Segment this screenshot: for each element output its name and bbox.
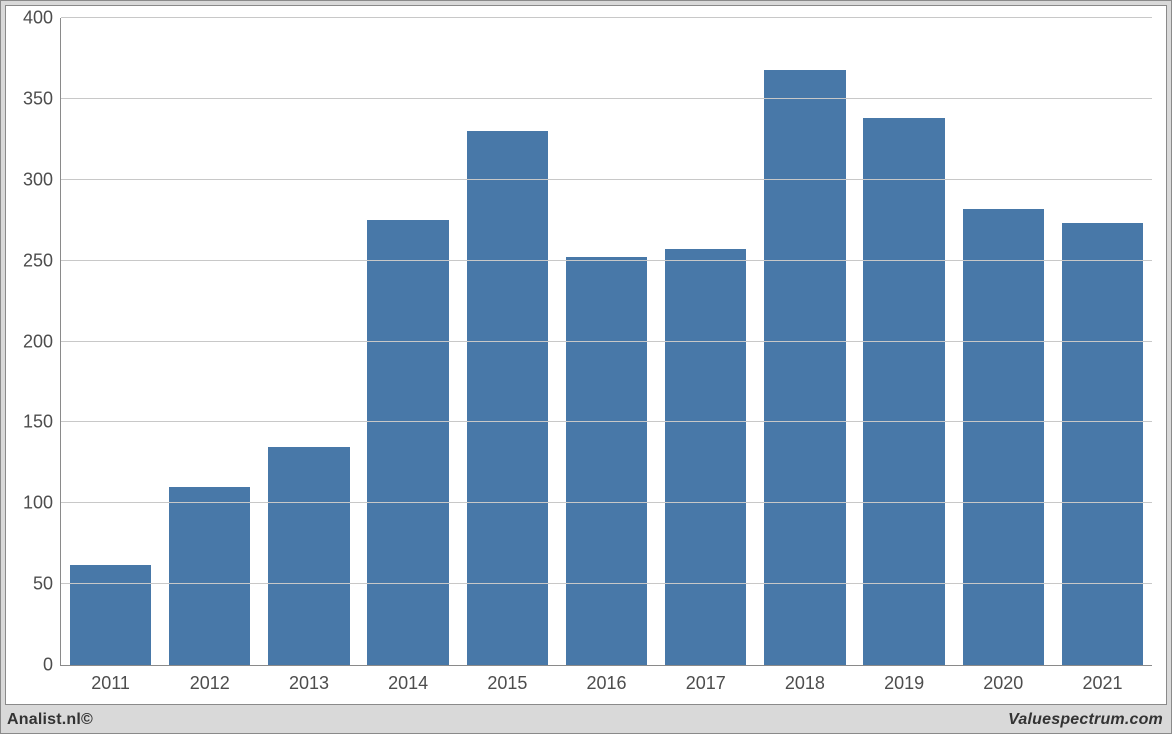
bar-slot: 2014 bbox=[359, 18, 458, 665]
gridline bbox=[61, 260, 1152, 261]
x-tick-label: 2014 bbox=[388, 665, 428, 694]
gridline bbox=[61, 341, 1152, 342]
gridline bbox=[61, 17, 1152, 18]
gridline bbox=[61, 98, 1152, 99]
bar bbox=[963, 209, 1044, 665]
bar bbox=[566, 257, 647, 665]
bar-slot: 2011 bbox=[61, 18, 160, 665]
gridline bbox=[61, 421, 1152, 422]
y-tick-label: 100 bbox=[23, 493, 61, 514]
footer-left-credit: Analist.nl© bbox=[7, 711, 93, 729]
bar-slot: 2013 bbox=[259, 18, 358, 665]
plot-area: 2011201220132014201520162017201820192020… bbox=[60, 18, 1152, 666]
footer-right-credit: Valuespectrum.com bbox=[1008, 711, 1163, 729]
bars-container: 2011201220132014201520162017201820192020… bbox=[61, 18, 1152, 665]
bar bbox=[367, 220, 448, 665]
x-tick-label: 2016 bbox=[587, 665, 627, 694]
y-tick-label: 200 bbox=[23, 331, 61, 352]
bar-slot: 2019 bbox=[855, 18, 954, 665]
bar-slot: 2012 bbox=[160, 18, 259, 665]
bar bbox=[70, 565, 151, 665]
bar bbox=[268, 447, 349, 665]
y-tick-label: 50 bbox=[33, 574, 61, 595]
x-tick-label: 2013 bbox=[289, 665, 329, 694]
gridline bbox=[61, 502, 1152, 503]
y-tick-label: 350 bbox=[23, 88, 61, 109]
bar bbox=[764, 70, 845, 665]
bar bbox=[1062, 223, 1143, 665]
x-tick-label: 2012 bbox=[190, 665, 230, 694]
y-tick-label: 250 bbox=[23, 250, 61, 271]
x-tick-label: 2020 bbox=[983, 665, 1023, 694]
x-tick-label: 2021 bbox=[1082, 665, 1122, 694]
y-tick-label: 0 bbox=[43, 655, 61, 676]
bar-slot: 2017 bbox=[656, 18, 755, 665]
x-tick-label: 2011 bbox=[91, 665, 130, 694]
y-tick-label: 300 bbox=[23, 169, 61, 190]
bar-slot: 2021 bbox=[1053, 18, 1152, 665]
y-tick-label: 150 bbox=[23, 412, 61, 433]
y-tick-label: 400 bbox=[23, 8, 61, 29]
bar-slot: 2016 bbox=[557, 18, 656, 665]
x-tick-label: 2018 bbox=[785, 665, 825, 694]
bar bbox=[665, 249, 746, 665]
x-tick-label: 2019 bbox=[884, 665, 924, 694]
gridline bbox=[61, 583, 1152, 584]
chart-frame: 2011201220132014201520162017201820192020… bbox=[0, 0, 1172, 734]
gridline bbox=[61, 179, 1152, 180]
bar bbox=[169, 487, 250, 665]
x-tick-label: 2017 bbox=[686, 665, 726, 694]
bar-slot: 2018 bbox=[755, 18, 854, 665]
bar-slot: 2020 bbox=[954, 18, 1053, 665]
chart-panel: 2011201220132014201520162017201820192020… bbox=[5, 5, 1167, 705]
bar bbox=[467, 131, 548, 665]
x-tick-label: 2015 bbox=[487, 665, 527, 694]
bar-slot: 2015 bbox=[458, 18, 557, 665]
